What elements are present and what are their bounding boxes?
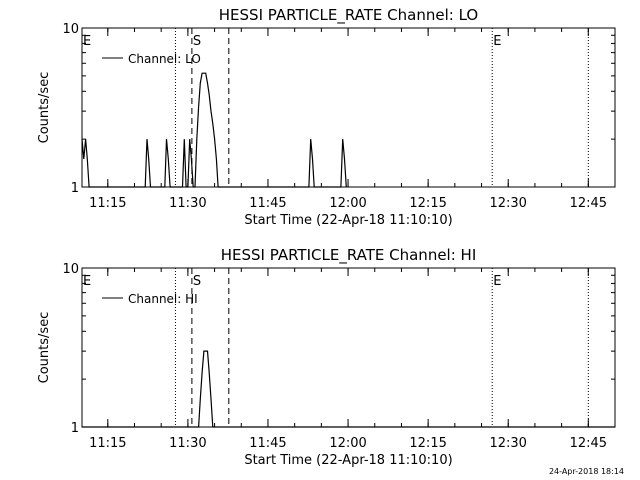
x-axis-label: Start Time (22-Apr-18 11:10:10) (244, 213, 452, 228)
x-tick-label: 12:45 (570, 436, 607, 451)
series-line (82, 350, 615, 428)
chart-panel-2: HESSI PARTICLE_RATE Channel: HI 11:15 11:3… (37, 246, 616, 468)
x-tick-label: 11:30 (169, 436, 206, 451)
x-tick-label: 12:30 (489, 196, 526, 211)
marker-label: E (83, 274, 91, 289)
chart-title: HESSI PARTICLE_RATE Channel: LO (219, 6, 478, 25)
x-tick-label: 11:45 (249, 196, 286, 211)
x-tick-label: 11:15 (89, 196, 126, 211)
x-tick-label: 12:00 (329, 436, 366, 451)
chart-panel-1: HESSI PARTICLE_RATE Channel: LO 11:15 11:3… (37, 6, 616, 228)
y-axis-label: Counts/sec (37, 312, 52, 384)
y-axis-label: Counts/sec (37, 72, 52, 144)
y-tick-label: 1 (71, 181, 79, 196)
legend-label: Channel: HI (128, 292, 198, 306)
x-tick-label: 12:15 (409, 436, 446, 451)
x-axis-label: Start Time (22-Apr-18 11:10:10) (244, 453, 452, 468)
y-tick-label: 10 (62, 262, 79, 277)
legend-label: Channel: LO (128, 52, 201, 66)
x-tick-label: 12:45 (570, 196, 607, 211)
x-tick-label: 12:00 (329, 196, 366, 211)
x-tick-label: 11:15 (89, 436, 126, 451)
marker-label: S (193, 34, 201, 49)
x-tick-label: 11:30 (169, 196, 206, 211)
marker-label: S (193, 274, 201, 289)
y-tick-label: 10 (62, 22, 79, 37)
marker-label: E (83, 34, 91, 49)
marker-label: E (493, 274, 501, 289)
marker-label: E (493, 34, 501, 49)
chart-title: HESSI PARTICLE_RATE Channel: HI (221, 246, 477, 265)
series-line (81, 72, 347, 188)
y-tick-label: 1 (71, 421, 79, 436)
x-tick-label: 11:45 (249, 436, 286, 451)
x-tick-label: 12:30 (489, 436, 526, 451)
x-tick-label: 12:15 (409, 196, 446, 211)
plot-timestamp: 24-Apr-2018 18:14 (548, 467, 624, 476)
